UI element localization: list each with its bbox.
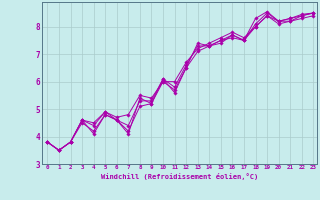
X-axis label: Windchill (Refroidissement éolien,°C): Windchill (Refroidissement éolien,°C): [100, 173, 258, 180]
